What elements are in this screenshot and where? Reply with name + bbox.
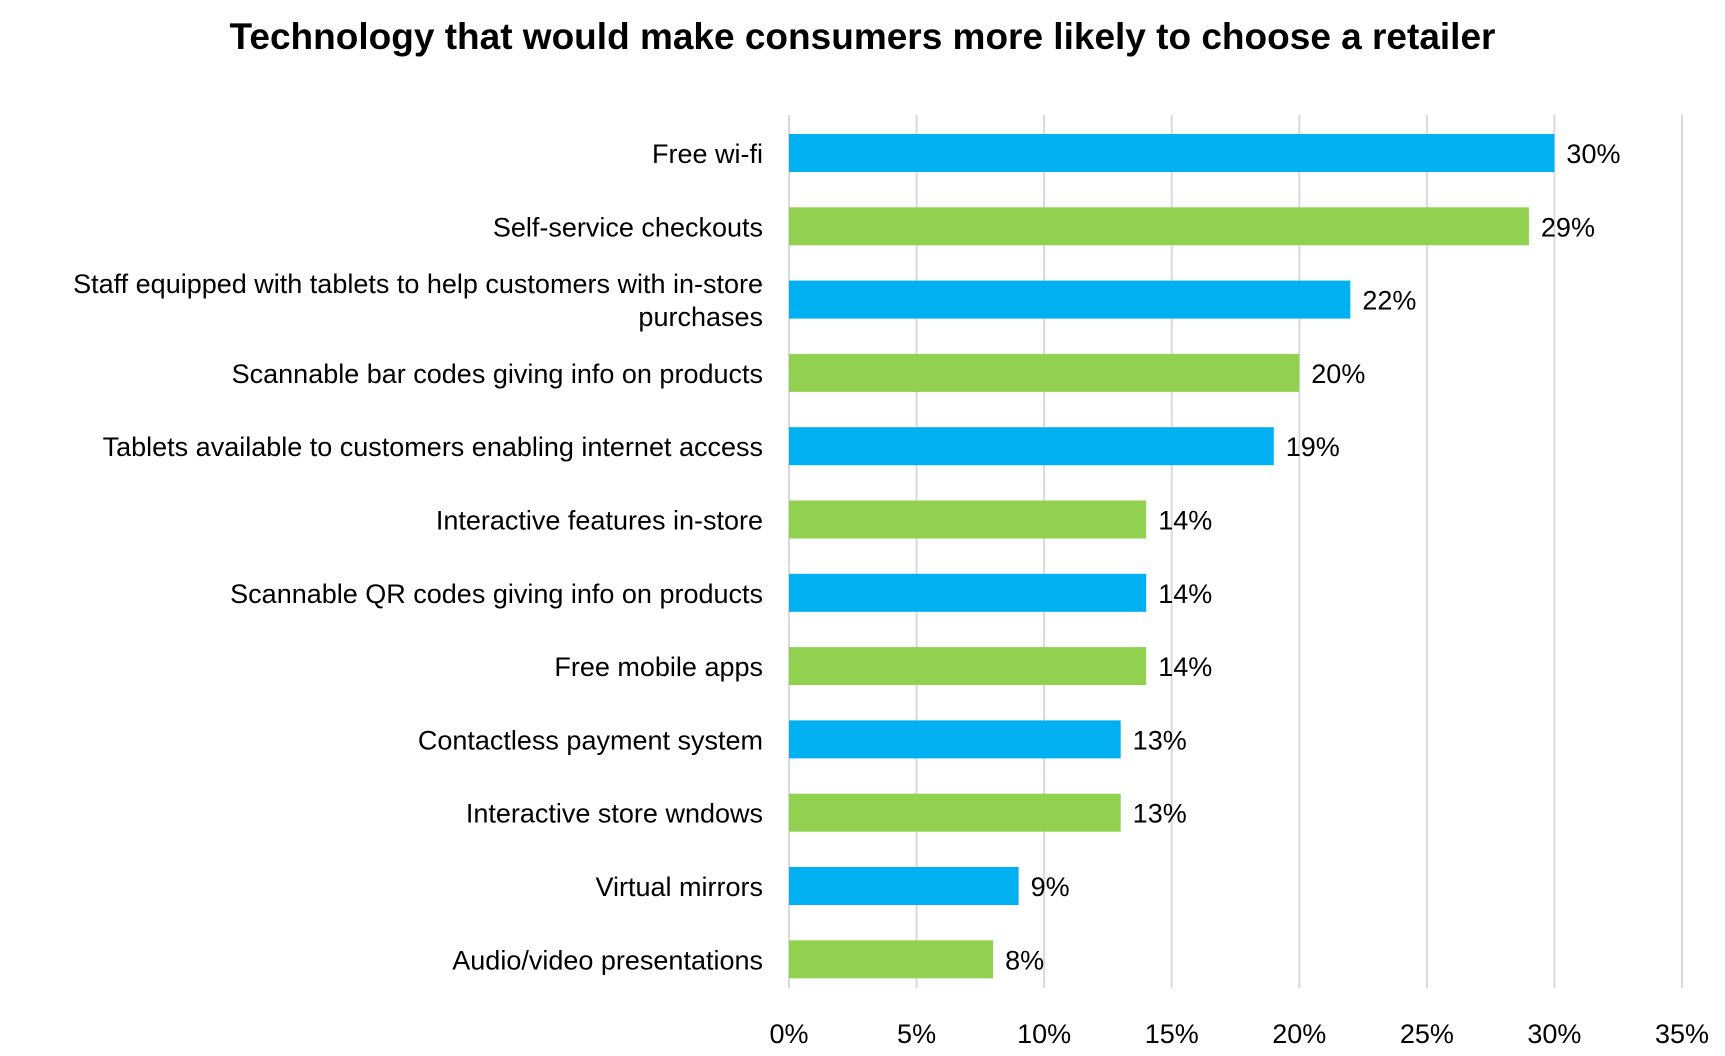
category-label: Virtual mirrors	[595, 872, 763, 902]
category-label: Free wi-fi	[652, 139, 763, 169]
category-label: Self-service checkouts	[493, 212, 763, 242]
data-label: 13%	[1133, 725, 1187, 755]
bar	[789, 793, 1121, 832]
category-label: Contactless payment system	[418, 725, 763, 755]
category-labels: Free wi-fi Self-service checkouts Staff eq…	[73, 139, 763, 975]
data-label: 29%	[1541, 212, 1595, 242]
data-label: 13%	[1133, 799, 1187, 829]
bar	[789, 427, 1274, 466]
x-tick-label: 30%	[1527, 1019, 1581, 1049]
bar	[789, 280, 1351, 319]
data-label: 22%	[1362, 286, 1416, 316]
x-tick-label: 0%	[769, 1019, 808, 1049]
category-label: Scannable QR codes giving info on produc…	[230, 579, 763, 609]
bar	[789, 353, 1300, 392]
bar	[789, 500, 1147, 539]
x-tick-label: 5%	[897, 1019, 936, 1049]
data-label: 14%	[1158, 579, 1212, 609]
data-label: 30%	[1566, 139, 1620, 169]
bar	[789, 867, 1019, 905]
data-label: 14%	[1158, 652, 1212, 682]
x-tick-label: 20%	[1272, 1019, 1326, 1049]
bar	[789, 573, 1147, 612]
data-labels: 30% 29% 22% 20% 19% 14% 14% 14% 13% 13% 9% 8%	[1005, 139, 1620, 975]
x-tick-label: 15%	[1145, 1019, 1199, 1049]
data-label: 9%	[1031, 872, 1070, 902]
x-tick-label: 25%	[1400, 1019, 1454, 1049]
category-label: Scannable bar codes giving info on produ…	[232, 359, 763, 389]
x-axis-tick-labels: 0% 5% 10% 15% 20% 25% 30% 35%	[769, 1019, 1709, 1049]
bar	[789, 720, 1121, 759]
bar	[789, 647, 1147, 686]
data-label: 20%	[1311, 359, 1365, 389]
data-label: 8%	[1005, 945, 1044, 975]
bar	[789, 207, 1529, 246]
data-label: 19%	[1286, 432, 1340, 462]
bar	[789, 134, 1555, 172]
bars	[789, 134, 1555, 979]
category-label: Audio/video presentations	[452, 945, 763, 975]
category-label: Interactive store wndows	[466, 799, 763, 829]
chart-title: Technology that would make consumers mor…	[229, 16, 1496, 57]
data-label: 14%	[1158, 506, 1212, 536]
category-label: Free mobile apps	[554, 652, 763, 682]
x-tick-label: 35%	[1655, 1019, 1709, 1049]
category-label: Tablets available to customers enabling …	[103, 432, 763, 462]
gridlines	[788, 115, 1683, 988]
x-tick-label: 10%	[1017, 1019, 1071, 1049]
bar	[789, 940, 994, 979]
category-label: Interactive features in-store	[436, 506, 763, 536]
category-label: Staff equipped with tablets to help cust…	[73, 269, 763, 332]
